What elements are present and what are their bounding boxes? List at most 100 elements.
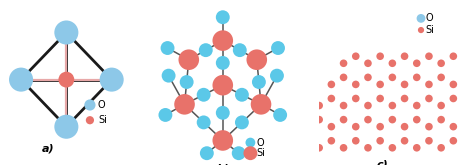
Point <box>235 152 243 154</box>
Point <box>328 139 335 142</box>
Point <box>364 62 372 65</box>
Point <box>340 104 347 107</box>
Text: c): c) <box>377 159 389 165</box>
Point <box>352 97 360 100</box>
Point <box>86 119 94 122</box>
Point <box>401 55 408 58</box>
Point <box>181 103 188 106</box>
Point <box>315 118 323 121</box>
Point <box>162 114 169 116</box>
Text: O: O <box>425 13 433 23</box>
Point <box>63 125 70 128</box>
Point <box>425 97 433 100</box>
Text: b): b) <box>216 164 229 165</box>
Text: Si: Si <box>425 25 434 35</box>
Point <box>449 139 457 142</box>
Point <box>238 93 246 96</box>
Point <box>315 147 323 149</box>
Point <box>276 114 284 116</box>
Point <box>389 118 396 121</box>
Point <box>364 118 372 121</box>
Point <box>376 83 384 86</box>
Point <box>413 62 420 65</box>
Point <box>200 93 208 96</box>
Point <box>273 74 281 77</box>
Point <box>17 78 25 81</box>
Point <box>219 62 227 64</box>
Point <box>203 152 210 154</box>
Point <box>413 147 420 149</box>
Point <box>364 104 372 107</box>
Point <box>449 97 457 100</box>
Point <box>257 103 265 106</box>
Point <box>389 62 396 65</box>
Point <box>438 147 445 149</box>
Point <box>413 104 420 107</box>
Point <box>438 118 445 121</box>
Point <box>449 83 457 86</box>
Point <box>425 139 433 142</box>
Point <box>86 104 94 106</box>
Point <box>185 58 192 61</box>
Point <box>364 147 372 149</box>
Text: Si: Si <box>98 115 107 125</box>
Text: a): a) <box>42 144 55 154</box>
Point <box>340 76 347 79</box>
Point <box>255 81 263 83</box>
Point <box>417 29 425 31</box>
Point <box>389 104 396 107</box>
Point <box>238 121 246 124</box>
Point <box>164 47 171 49</box>
Point <box>376 139 384 142</box>
Point <box>63 78 70 81</box>
Point <box>340 62 347 65</box>
Point <box>352 55 360 58</box>
Point <box>219 16 227 18</box>
Point <box>253 58 261 61</box>
Point <box>165 74 173 77</box>
Point <box>274 47 282 49</box>
Point <box>219 139 227 142</box>
Point <box>352 139 360 142</box>
Point <box>219 84 227 86</box>
Point <box>413 76 420 79</box>
Point <box>340 147 347 149</box>
Point <box>376 97 384 100</box>
Text: Si: Si <box>256 148 265 158</box>
Point <box>401 97 408 100</box>
Point <box>364 76 372 79</box>
Point <box>328 125 335 128</box>
Point <box>202 49 210 51</box>
Point <box>183 81 191 83</box>
Point <box>389 76 396 79</box>
Point <box>401 83 408 86</box>
Text: O: O <box>256 138 264 148</box>
Point <box>438 62 445 65</box>
Point <box>219 39 227 42</box>
Point <box>417 17 425 20</box>
Point <box>328 97 335 100</box>
Point <box>328 83 335 86</box>
Point <box>401 139 408 142</box>
Point <box>425 55 433 58</box>
Point <box>352 83 360 86</box>
Point <box>376 125 384 128</box>
Point <box>108 78 116 81</box>
Point <box>425 125 433 128</box>
Point <box>401 125 408 128</box>
Point <box>219 112 227 114</box>
Point <box>449 55 457 58</box>
Point <box>389 147 396 149</box>
Point <box>236 49 244 51</box>
Point <box>200 121 208 124</box>
Point <box>449 125 457 128</box>
Point <box>246 141 254 144</box>
Point <box>246 152 254 154</box>
Point <box>438 76 445 79</box>
Point <box>425 83 433 86</box>
Point <box>63 31 70 34</box>
Point <box>315 104 323 107</box>
Point <box>438 104 445 107</box>
Point <box>340 118 347 121</box>
Text: O: O <box>98 100 106 110</box>
